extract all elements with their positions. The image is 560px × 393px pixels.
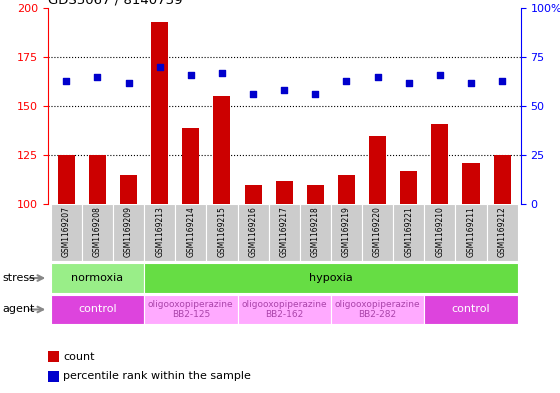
Text: oligooxopiperazine
BB2-125: oligooxopiperazine BB2-125 bbox=[148, 300, 234, 319]
Point bbox=[311, 91, 320, 97]
Point bbox=[373, 73, 382, 80]
Point bbox=[155, 64, 164, 70]
Text: agent: agent bbox=[3, 305, 35, 314]
Text: GSM1169216: GSM1169216 bbox=[249, 206, 258, 257]
Bar bbox=[338, 175, 355, 204]
Bar bbox=[300, 204, 331, 261]
Bar bbox=[463, 163, 479, 204]
Bar bbox=[362, 204, 393, 261]
Bar bbox=[237, 204, 269, 261]
Text: oligooxopiperazine
BB2-282: oligooxopiperazine BB2-282 bbox=[335, 300, 421, 319]
Point bbox=[404, 79, 413, 86]
Point bbox=[279, 87, 288, 94]
Text: GSM1169208: GSM1169208 bbox=[93, 206, 102, 257]
Bar bbox=[369, 136, 386, 204]
Text: hypoxia: hypoxia bbox=[309, 273, 353, 283]
Bar bbox=[393, 204, 424, 261]
Bar bbox=[182, 128, 199, 204]
Bar bbox=[269, 204, 300, 261]
Text: stress: stress bbox=[3, 273, 36, 283]
Bar bbox=[493, 155, 511, 204]
Bar bbox=[213, 96, 231, 204]
Point bbox=[186, 72, 195, 78]
Bar bbox=[89, 155, 106, 204]
Bar bbox=[51, 263, 144, 293]
Text: GSM1169221: GSM1169221 bbox=[404, 206, 413, 257]
Bar bbox=[424, 295, 517, 324]
Text: GSM1169219: GSM1169219 bbox=[342, 206, 351, 257]
Text: GSM1169209: GSM1169209 bbox=[124, 206, 133, 257]
Text: count: count bbox=[63, 352, 95, 362]
Text: percentile rank within the sample: percentile rank within the sample bbox=[63, 371, 251, 382]
Text: GSM1169220: GSM1169220 bbox=[373, 206, 382, 257]
Bar bbox=[431, 124, 449, 204]
Point bbox=[498, 77, 507, 84]
Bar bbox=[113, 204, 144, 261]
Text: GSM1169217: GSM1169217 bbox=[279, 206, 289, 257]
Bar bbox=[151, 22, 168, 204]
Text: GSM1169215: GSM1169215 bbox=[217, 206, 226, 257]
Bar bbox=[331, 204, 362, 261]
Bar bbox=[455, 204, 487, 261]
Bar bbox=[48, 351, 59, 362]
Text: control: control bbox=[78, 305, 116, 314]
Bar bbox=[144, 263, 517, 293]
Bar bbox=[245, 185, 262, 204]
Text: GSM1169212: GSM1169212 bbox=[498, 206, 507, 257]
Bar bbox=[331, 295, 424, 324]
Point bbox=[62, 77, 71, 84]
Text: GSM1169210: GSM1169210 bbox=[435, 206, 444, 257]
Point bbox=[124, 79, 133, 86]
Text: GSM1169218: GSM1169218 bbox=[311, 206, 320, 257]
Bar bbox=[51, 295, 144, 324]
Bar bbox=[424, 204, 455, 261]
Bar bbox=[82, 204, 113, 261]
Bar bbox=[207, 204, 237, 261]
Text: GSM1169213: GSM1169213 bbox=[155, 206, 164, 257]
Text: GSM1169211: GSM1169211 bbox=[466, 206, 475, 257]
Text: GDS5067 / 8140739: GDS5067 / 8140739 bbox=[48, 0, 182, 7]
Bar bbox=[144, 204, 175, 261]
Point bbox=[466, 79, 475, 86]
Bar bbox=[144, 295, 237, 324]
Bar bbox=[307, 185, 324, 204]
Bar bbox=[58, 155, 75, 204]
Text: oligooxopiperazine
BB2-162: oligooxopiperazine BB2-162 bbox=[241, 300, 327, 319]
Point bbox=[249, 91, 258, 97]
Bar bbox=[175, 204, 207, 261]
Bar bbox=[276, 181, 293, 204]
Bar bbox=[51, 204, 82, 261]
Text: normoxia: normoxia bbox=[71, 273, 123, 283]
Text: GSM1169214: GSM1169214 bbox=[186, 206, 195, 257]
Bar bbox=[487, 204, 517, 261]
Point bbox=[435, 72, 444, 78]
Point bbox=[217, 70, 226, 76]
Bar bbox=[120, 175, 137, 204]
Text: control: control bbox=[452, 305, 491, 314]
Text: GSM1169207: GSM1169207 bbox=[62, 206, 71, 257]
Bar bbox=[48, 371, 59, 382]
Point bbox=[93, 73, 102, 80]
Bar bbox=[237, 295, 331, 324]
Bar bbox=[400, 171, 417, 204]
Point bbox=[342, 77, 351, 84]
